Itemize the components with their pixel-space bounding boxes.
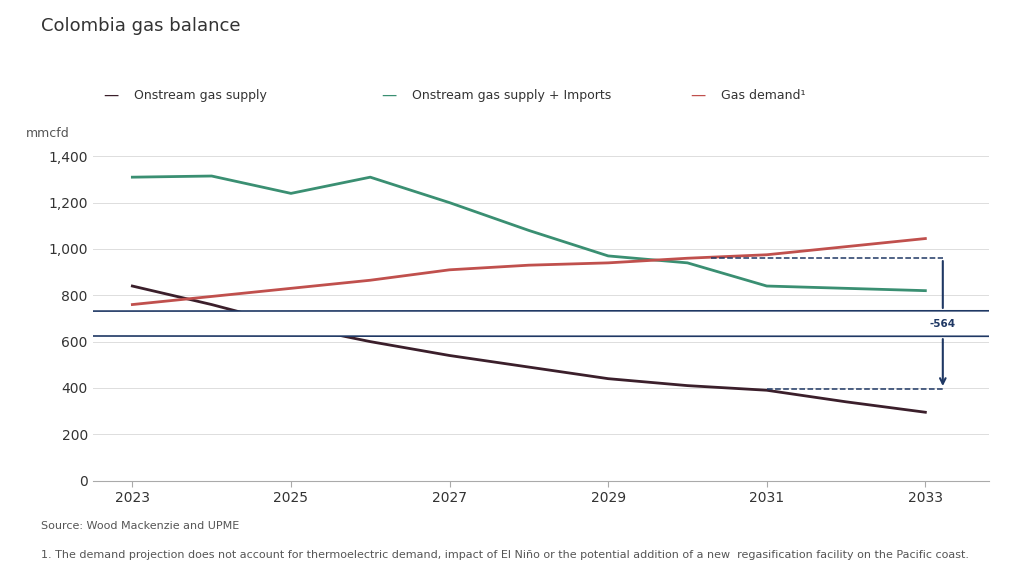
Text: Colombia gas balance: Colombia gas balance: [41, 17, 241, 35]
Text: Gas demand¹: Gas demand¹: [721, 89, 805, 102]
Text: mmcfd: mmcfd: [26, 127, 69, 140]
Circle shape: [0, 311, 1030, 336]
Text: -564: -564: [930, 318, 956, 328]
Text: Source: Wood Mackenzie and UPME: Source: Wood Mackenzie and UPME: [41, 521, 239, 531]
Text: Onstream gas supply + Imports: Onstream gas supply + Imports: [412, 89, 611, 102]
Text: —: —: [690, 88, 706, 103]
Text: 1. The demand projection does not account for thermoelectric demand, impact of E: 1. The demand projection does not accoun…: [41, 550, 969, 560]
Text: —: —: [381, 88, 397, 103]
Text: Onstream gas supply: Onstream gas supply: [134, 89, 267, 102]
Text: —: —: [103, 88, 118, 103]
